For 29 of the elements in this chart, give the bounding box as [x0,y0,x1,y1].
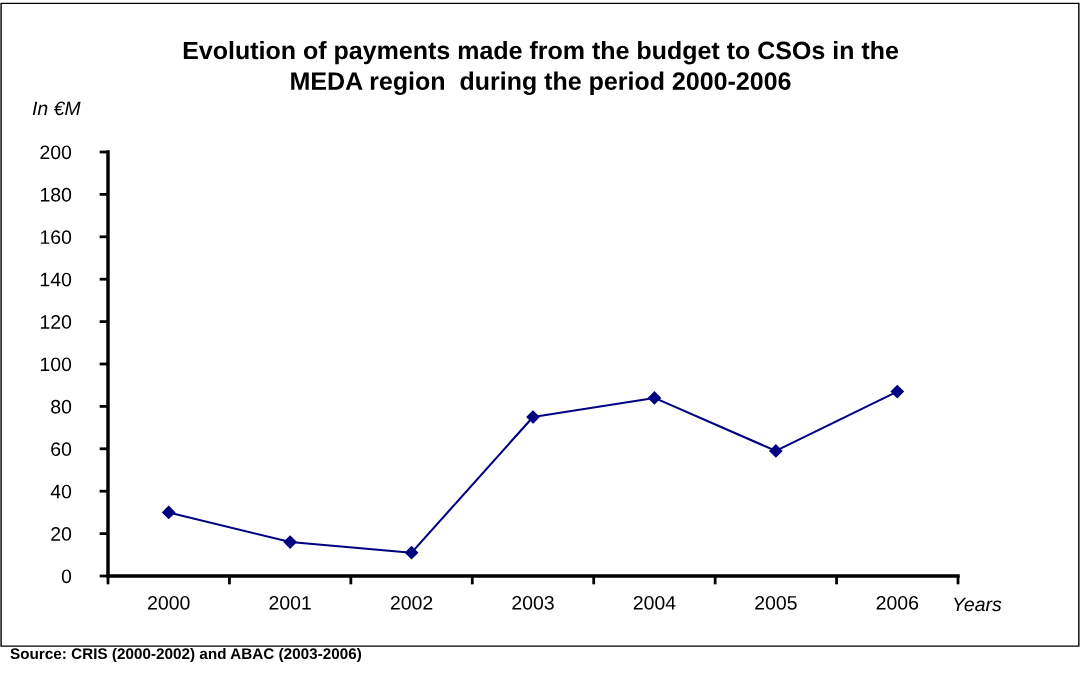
x-tick-label: 2001 [269,595,311,610]
x-tick-label: 2003 [512,595,554,610]
point [526,410,540,424]
y-tick-label: 80 [51,399,72,414]
point [647,391,662,405]
x-tick-label: 2002 [390,595,433,610]
y-tick-label: 200 [40,145,72,160]
y-tick-label: 20 [51,527,72,541]
y-tick-label: 180 [40,187,72,202]
y-tick-label: 100 [40,357,72,372]
y-tick-label: 120 [40,315,72,329]
y-tick-label: 140 [40,272,72,287]
x-tick-label: 2006 [876,595,919,610]
x-axis-title: Years [954,597,1002,612]
y-tick-label: 60 [51,442,72,457]
chart-title: Evolution of payments made from the budget to CSOs in the MEDA region during the period 2000-2006 [183,40,899,96]
point [162,505,176,519]
point [283,535,297,549]
x-tick-label: 2000 [148,595,190,610]
source-note: Source: CRIS (2000-2002) and ABAC (2003-2006) [10,647,362,663]
y-tick-label: 40 [50,484,72,499]
point [769,444,783,458]
x-tick-label: 2005 [755,595,797,610]
x-tick-label: 2004 [633,595,676,610]
point [404,546,419,560]
y-tick-label: 0 [61,569,72,584]
y-tick-label: 160 [40,230,72,245]
point [890,384,904,399]
y-axis-title: In €M [32,101,81,116]
